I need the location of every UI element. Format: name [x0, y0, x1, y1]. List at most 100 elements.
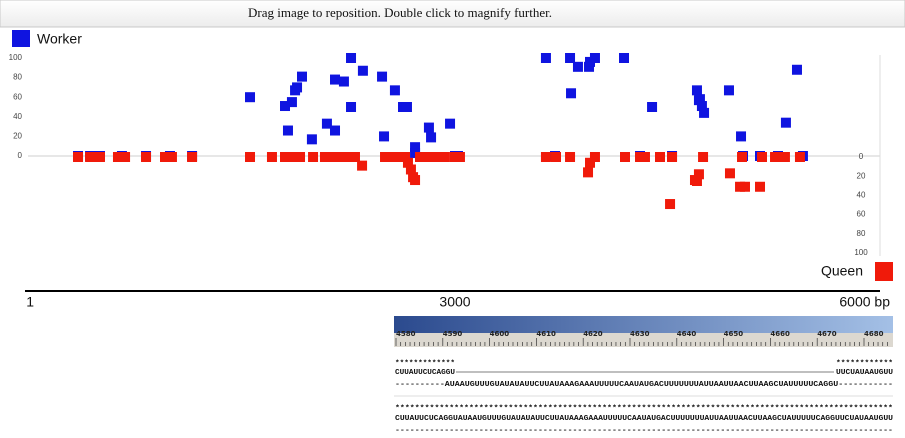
point	[292, 82, 303, 93]
point	[330, 74, 341, 85]
point	[667, 152, 678, 162]
point	[583, 167, 594, 178]
point	[779, 152, 790, 162]
ruler-label: 4670	[817, 330, 837, 338]
point	[401, 102, 412, 112]
point	[280, 101, 290, 112]
point	[585, 157, 596, 168]
x-tick-label: 3000	[439, 294, 470, 310]
y2-tick-label: 80	[857, 229, 866, 238]
point	[330, 125, 341, 136]
point	[380, 152, 391, 162]
conservation: ************	[836, 360, 893, 368]
ruler-label: 4650	[724, 330, 744, 338]
point	[794, 152, 805, 162]
x-tick-label: 1	[26, 294, 34, 310]
point	[755, 181, 766, 192]
ruler-label: 4660	[770, 330, 790, 338]
ruler-label: 4580	[396, 330, 416, 338]
point	[338, 76, 349, 87]
point	[565, 53, 576, 63]
point	[389, 85, 400, 96]
point	[699, 107, 710, 118]
point	[399, 152, 410, 162]
point	[791, 64, 802, 75]
point	[423, 122, 434, 133]
point	[589, 152, 600, 162]
point	[647, 102, 658, 112]
conservation: ****************************************…	[395, 405, 893, 413]
instruction: Drag image to reposition. Double click t…	[248, 5, 552, 20]
point	[245, 152, 256, 162]
point	[295, 152, 306, 162]
legend-swatch	[12, 30, 30, 47]
sequence: CUUAUUCUCAGGU	[395, 369, 455, 377]
point	[540, 53, 551, 63]
point	[187, 152, 198, 162]
point	[405, 164, 416, 175]
point	[410, 142, 421, 153]
y-tick-label: 100	[9, 53, 23, 62]
point	[724, 168, 735, 179]
point	[379, 131, 390, 142]
point	[141, 152, 152, 162]
point	[286, 97, 297, 108]
point	[346, 102, 357, 112]
y2-tick-label: 60	[857, 210, 866, 219]
point	[120, 152, 131, 162]
point	[308, 152, 319, 162]
point	[691, 176, 702, 186]
point	[357, 160, 368, 171]
ruler-label: 4680	[864, 330, 884, 338]
point	[566, 88, 577, 99]
legend-label: Worker	[37, 31, 82, 47]
point	[639, 152, 650, 162]
conservation: *************	[395, 360, 455, 368]
point	[410, 175, 421, 186]
point	[349, 152, 360, 162]
point	[619, 53, 630, 63]
y2-tick-label: 40	[857, 191, 866, 200]
point	[698, 152, 709, 162]
sequence-ruler	[394, 333, 893, 347]
point	[565, 152, 576, 162]
y2-tick-label: 0	[859, 152, 864, 161]
point	[693, 169, 704, 180]
point	[551, 152, 562, 162]
point	[454, 152, 465, 162]
ruler-label: 4610	[536, 330, 556, 338]
point	[654, 152, 665, 162]
ruler-label: 4600	[490, 330, 510, 338]
point	[389, 152, 400, 162]
point	[112, 152, 123, 162]
x-tick-label: 6000 bp	[839, 294, 890, 310]
point	[245, 92, 256, 103]
point	[723, 85, 734, 96]
point	[445, 118, 456, 129]
ruler-label: 4640	[677, 330, 697, 338]
point	[284, 152, 295, 162]
ruler-label: 4620	[583, 330, 603, 338]
sequence: CUUAUUCUCAGGUAUAAUGUUUGUAUAUAUUCUUAUAAAG…	[395, 415, 893, 423]
point	[419, 152, 430, 162]
point	[572, 61, 583, 72]
point	[266, 152, 277, 162]
header-bar	[0, 0, 905, 28]
y2-tick-label: 100	[854, 248, 868, 257]
y-tick-label: 40	[13, 112, 22, 121]
point	[306, 134, 317, 145]
point	[160, 152, 171, 162]
point	[736, 131, 747, 142]
point	[73, 152, 84, 162]
aligned-sequence: ----------AUAAUGUUUGUAUAUAUUCUUAUAAAGAAA…	[395, 381, 893, 389]
point	[691, 85, 702, 96]
y-tick-label: 80	[13, 73, 22, 82]
point	[319, 152, 330, 162]
ruler-label: 4630	[630, 330, 650, 338]
point	[589, 53, 600, 63]
y2-tick-label: 20	[857, 171, 866, 180]
point	[402, 157, 413, 168]
point	[297, 71, 307, 82]
point	[696, 101, 707, 112]
